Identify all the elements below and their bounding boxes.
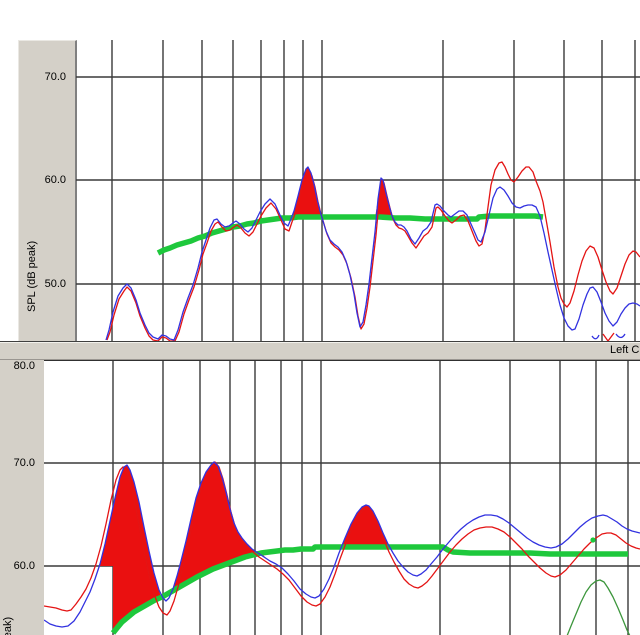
- top-chart-axis-panel: [18, 40, 77, 342]
- bottom-ytick-70: 70.0: [13, 457, 35, 469]
- top-ytick-60: 60.0: [44, 174, 66, 186]
- top-y-axis-title: SPL (dB peak): [26, 240, 38, 312]
- bottom-ytick-60: 60.0: [13, 560, 35, 572]
- window-splitter-bar[interactable]: Left C: [0, 341, 640, 360]
- splitter-title-label: Left C: [610, 344, 640, 356]
- bottom-spl-plot-area[interactable]: [44, 360, 640, 635]
- top-ytick-50: 50.0: [44, 278, 66, 290]
- top-ytick-70: 70.0: [44, 71, 66, 83]
- top-spl-plot-area[interactable]: [76, 40, 640, 341]
- bottom-ytick-80: 80.0: [13, 360, 35, 372]
- bottom-chart-axis-panel: [0, 360, 44, 635]
- bottom-y-axis-title: SPL (dB peak): [2, 617, 14, 635]
